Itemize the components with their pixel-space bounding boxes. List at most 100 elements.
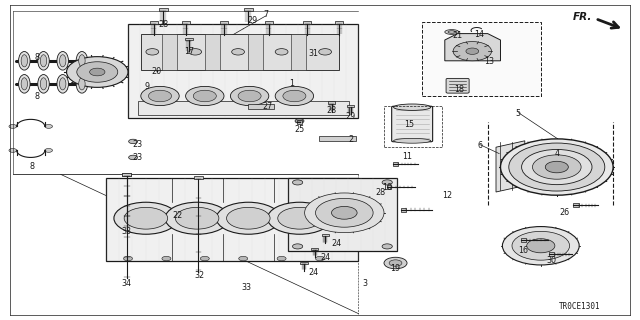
Text: 29: 29	[248, 16, 258, 25]
Text: 32: 32	[195, 271, 205, 280]
Ellipse shape	[79, 55, 85, 67]
Text: 7: 7	[263, 10, 268, 19]
Text: 22: 22	[173, 212, 183, 220]
Circle shape	[129, 139, 138, 144]
Ellipse shape	[38, 75, 49, 93]
Bar	[205, 34, 220, 70]
Circle shape	[382, 180, 392, 185]
Circle shape	[275, 86, 314, 106]
Bar	[297, 120, 302, 124]
Ellipse shape	[445, 30, 459, 35]
Ellipse shape	[21, 78, 28, 90]
Circle shape	[500, 139, 613, 195]
Text: 8: 8	[29, 162, 35, 171]
Circle shape	[382, 244, 392, 249]
Circle shape	[189, 49, 202, 55]
Circle shape	[384, 257, 407, 269]
Polygon shape	[128, 24, 358, 118]
Bar	[291, 34, 306, 70]
Circle shape	[522, 149, 592, 185]
Polygon shape	[496, 141, 525, 192]
Bar	[549, 252, 554, 256]
Circle shape	[193, 90, 216, 102]
Bar	[387, 185, 392, 189]
Text: 18: 18	[454, 85, 465, 94]
Circle shape	[9, 124, 17, 128]
Circle shape	[389, 260, 402, 266]
Bar	[194, 176, 203, 179]
Text: 24: 24	[308, 268, 319, 277]
Text: 12: 12	[442, 191, 452, 200]
Circle shape	[200, 256, 209, 261]
Polygon shape	[445, 34, 500, 61]
Ellipse shape	[57, 75, 68, 93]
Circle shape	[77, 62, 118, 82]
Text: 23: 23	[132, 153, 143, 162]
Text: 1: 1	[289, 79, 294, 88]
Bar	[182, 21, 189, 24]
Text: 3: 3	[362, 279, 367, 288]
Bar	[422, 22, 541, 96]
Ellipse shape	[60, 55, 66, 67]
Ellipse shape	[40, 78, 47, 90]
Circle shape	[292, 244, 303, 249]
Text: FR.: FR.	[573, 12, 592, 22]
Circle shape	[90, 68, 105, 76]
Bar	[150, 21, 157, 24]
Text: 2: 2	[348, 135, 353, 144]
Circle shape	[527, 239, 555, 253]
Circle shape	[292, 180, 303, 185]
Text: 8: 8	[35, 92, 40, 100]
Circle shape	[275, 49, 288, 55]
Circle shape	[239, 256, 248, 261]
Bar	[303, 21, 311, 24]
Ellipse shape	[394, 138, 431, 143]
Circle shape	[165, 202, 229, 234]
Text: 25: 25	[294, 125, 305, 134]
Circle shape	[129, 155, 138, 160]
Text: 10: 10	[382, 183, 392, 192]
Circle shape	[148, 90, 172, 102]
Text: 19: 19	[390, 264, 401, 273]
Ellipse shape	[57, 52, 68, 70]
Circle shape	[466, 48, 479, 54]
Circle shape	[141, 86, 179, 106]
Ellipse shape	[152, 57, 162, 61]
Text: 28: 28	[326, 106, 337, 115]
Circle shape	[532, 155, 581, 179]
Text: 4: 4	[554, 149, 559, 158]
Circle shape	[453, 42, 492, 61]
Bar	[244, 8, 253, 11]
Text: 23: 23	[132, 140, 143, 148]
Text: 31: 31	[308, 49, 319, 58]
Text: 34: 34	[122, 279, 132, 288]
Bar	[300, 262, 308, 264]
Text: 33: 33	[241, 284, 252, 292]
Circle shape	[277, 256, 286, 261]
Bar	[573, 204, 579, 207]
Text: 17: 17	[184, 47, 194, 56]
Circle shape	[9, 148, 17, 152]
Circle shape	[67, 57, 128, 87]
Text: 5: 5	[516, 109, 521, 118]
Bar	[265, 21, 273, 24]
Bar	[321, 234, 329, 236]
Ellipse shape	[79, 78, 85, 90]
Text: 28: 28	[376, 188, 386, 197]
Circle shape	[545, 161, 568, 173]
Text: TR0CE1301: TR0CE1301	[558, 302, 600, 311]
Circle shape	[268, 202, 332, 234]
Bar	[384, 106, 442, 147]
Ellipse shape	[19, 75, 30, 93]
Bar	[335, 21, 343, 24]
Text: 8: 8	[35, 53, 40, 62]
Text: 15: 15	[404, 120, 415, 129]
Bar	[248, 34, 263, 70]
FancyBboxPatch shape	[392, 106, 433, 142]
Circle shape	[316, 256, 324, 261]
Text: 24: 24	[320, 253, 330, 262]
Ellipse shape	[40, 55, 47, 67]
Circle shape	[294, 59, 305, 64]
Text: 24: 24	[331, 239, 341, 248]
Text: 30: 30	[547, 256, 557, 265]
